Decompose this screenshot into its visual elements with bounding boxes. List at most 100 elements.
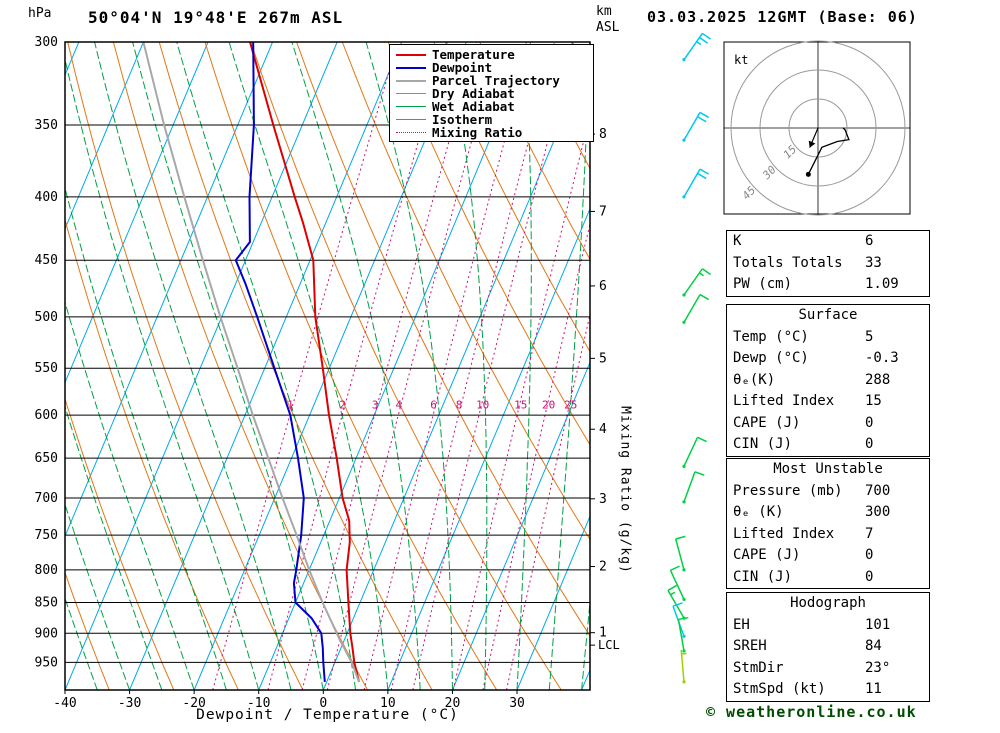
stat-label: CAPE (J): [733, 547, 801, 563]
svg-text:2: 2: [599, 560, 607, 575]
table-row: CAPE (J) 0: [727, 413, 929, 435]
svg-text:950: 950: [35, 655, 58, 670]
svg-text:LCL: LCL: [598, 638, 620, 652]
stat-value: 0: [865, 414, 874, 431]
stat-value: 15: [865, 393, 882, 409]
svg-text:300: 300: [35, 35, 58, 50]
mixing-ratio-line-sample: [396, 132, 426, 133]
table-row: StmSpd (kt) 11: [727, 679, 929, 701]
svg-text:4: 4: [599, 422, 607, 437]
table-row: SREH 84: [727, 636, 929, 658]
stat-label: Temp (°C): [733, 328, 809, 345]
svg-text:4: 4: [396, 399, 403, 412]
km-label: km: [596, 4, 612, 19]
stat-value: 11: [865, 681, 882, 697]
legend-item: Parcel Trajectory: [390, 74, 593, 87]
stat-value: 0: [865, 568, 874, 585]
parcel-line-sample: [396, 79, 426, 82]
svg-text:20: 20: [445, 696, 461, 711]
wet-adiabat-line-sample: [396, 106, 426, 107]
run-datetime: 03.03.2025 12GMT (Base: 06): [647, 8, 918, 26]
mixing-ratio-value-labels: 1 2 3 4 6 8 10 15 20 25: [287, 399, 577, 412]
table-row: EH 101: [727, 615, 929, 637]
table-row: Dewp (°C) -0.3: [727, 348, 929, 370]
svg-text:600: 600: [35, 408, 58, 423]
table-row: Lifted Index 15: [727, 391, 929, 413]
legend-label: Mixing Ratio: [432, 125, 523, 140]
stat-label: SREH: [733, 638, 767, 654]
table-row: Totals Totals 33: [727, 253, 929, 275]
stat-label: Totals Totals: [733, 254, 843, 271]
legend-label: Wet Adiabat: [432, 99, 515, 114]
svg-text:6: 6: [430, 399, 437, 412]
legend-item: Dewpoint: [390, 61, 593, 74]
stat-value: 1.09: [865, 276, 899, 292]
plot-border: [64, 41, 591, 691]
surface-panel: Surface Temp (°C) 5 Dewp (°C) -0.3 θₑ(K)…: [726, 304, 930, 457]
stat-value: 300: [865, 504, 891, 520]
svg-text:7: 7: [599, 204, 607, 219]
hodograph-trace: [807, 127, 850, 175]
svg-text:800: 800: [35, 563, 58, 578]
chart-legend: Temperature Dewpoint Parcel Trajectory D…: [389, 44, 594, 142]
legend-item: Dry Adiabat: [390, 87, 593, 100]
table-row: CIN (J) 0: [727, 567, 929, 589]
svg-text:1: 1: [599, 626, 607, 641]
hodograph-ring: [788, 98, 848, 158]
stat-label: EH: [733, 616, 750, 633]
stat-label: K: [733, 233, 742, 249]
stat-value: -0.3: [865, 350, 899, 366]
wind-barb: [674, 535, 686, 572]
hodograph-unit-label: kt: [734, 53, 748, 67]
sounding-profiles: [142, 42, 360, 683]
svg-text:3: 3: [372, 399, 379, 412]
svg-text:30: 30: [509, 696, 525, 711]
dewpoint-curve: [234, 42, 326, 682]
legend-item: Mixing Ratio: [390, 126, 593, 139]
wind-barb: [682, 268, 711, 297]
wind-barb: [682, 32, 711, 62]
panel-title: Most Unstable: [773, 461, 883, 477]
svg-text:350: 350: [35, 118, 58, 133]
svg-text:8: 8: [599, 127, 607, 142]
credit-link[interactable]: © weatheronline.co.uk: [706, 703, 917, 721]
svg-text:6: 6: [599, 279, 607, 294]
wind-barb: [682, 436, 707, 468]
stat-label: CAPE (J): [733, 414, 801, 431]
svg-text:1: 1: [287, 399, 294, 412]
svg-text:500: 500: [35, 310, 58, 325]
table-row: StmDir 23°: [727, 658, 929, 680]
wind-barb: [682, 168, 710, 199]
svg-text:750: 750: [35, 528, 58, 543]
hodograph-ring: [730, 40, 906, 216]
svg-text:-40: -40: [53, 696, 76, 711]
temperature-line-sample: [396, 53, 426, 56]
stat-value: 0: [865, 547, 874, 563]
mixing-ratio-axis-caption: Mixing Ratio (g/kg): [617, 406, 633, 574]
svg-text:550: 550: [35, 361, 58, 376]
svg-text:650: 650: [35, 451, 58, 466]
svg-text:5: 5: [599, 351, 607, 366]
legend-item: Wet Adiabat: [390, 100, 593, 113]
legend-label: Parcel Trajectory: [432, 73, 560, 88]
panel-title: Surface: [798, 307, 858, 323]
svg-text:700: 700: [35, 491, 58, 506]
stat-label: Dewp (°C): [733, 350, 809, 366]
wind-barb: [669, 565, 686, 601]
stat-label: CIN (J): [733, 436, 793, 452]
hodograph-trace-origin-dot: [805, 171, 811, 177]
page-title: 50°04'N 19°48'E 267m ASL: [88, 8, 344, 27]
dry-adiabat-line-sample: [396, 93, 426, 94]
hodograph-ring: [759, 69, 877, 187]
isotherm-lines: [65, 42, 590, 690]
stat-value: 101: [865, 616, 891, 633]
stat-value: 84: [865, 638, 882, 654]
table-row: CIN (J) 0: [727, 434, 929, 456]
stat-label: Pressure (mb): [733, 482, 843, 499]
table-row: Pressure (mb) 700: [727, 481, 929, 503]
isotherm-line-sample: [396, 119, 426, 120]
svg-text:0: 0: [319, 696, 327, 711]
